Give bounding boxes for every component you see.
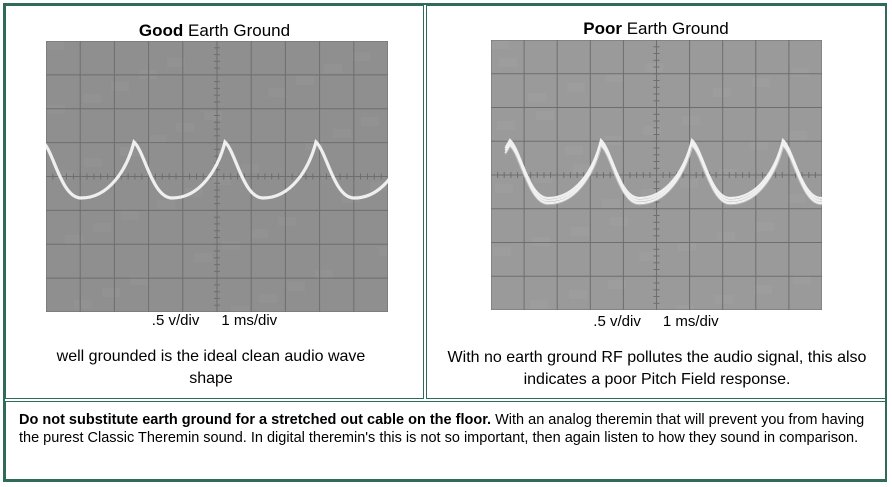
volts-per-div: .5 v/div [151,312,200,329]
volts-per-div: .5 v/div [593,313,641,330]
note-text: With an analog theremin that will preven… [19,412,865,446]
poor-ground-oscilloscope-image [491,40,822,310]
time-per-div: 1 ms/div [221,312,278,329]
good-ground-title: Good Earth Ground [6,21,423,41]
graticule [46,41,388,312]
good-ground-cell: Good Earth Ground .5 v/div 1 ms/div well … [5,5,424,399]
poor-ground-scale: .5 v/div 1 ms/div [427,313,885,330]
graticule [491,40,822,310]
title-rest: Earth Ground [183,21,291,40]
good-ground-oscilloscope-image [46,41,388,312]
comparison-table [3,3,887,482]
grounding-note: Do not substitute earth ground for a str… [19,411,877,447]
poor-ground-caption: With no earth ground RF pollutes the aud… [447,349,867,388]
time-per-div: 1 ms/div [662,313,719,330]
title-emphasis: Poor [583,19,622,38]
note-emphasis: Do not substitute earth ground for a str… [19,412,492,428]
good-ground-scale: .5 v/div 1 ms/div [6,312,423,329]
title-rest: Earth Ground [621,19,729,38]
good-ground-caption: well grounded is the ideal clean audio w… [56,348,366,387]
poor-ground-title: Poor Earth Ground [427,19,885,39]
note-cell: Do not substitute earth ground for a str… [5,401,886,480]
waveform-trace [46,139,388,200]
poor-ground-cell: Poor Earth Ground .5 v/div 1 ms/div With … [426,5,886,399]
title-emphasis: Good [138,21,184,40]
waveform-trace [504,137,822,206]
